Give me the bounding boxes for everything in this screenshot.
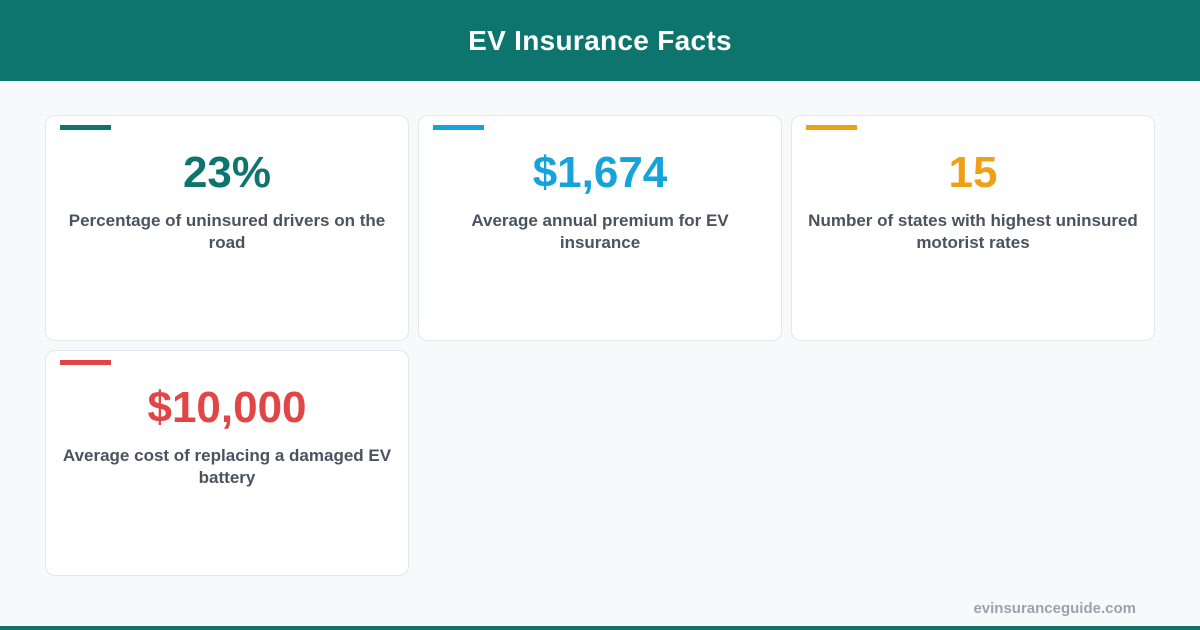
stat-value: $1,674	[532, 148, 668, 197]
header-banner: EV Insurance Facts	[0, 0, 1200, 81]
page-title: EV Insurance Facts	[468, 24, 732, 56]
card-accent-bar	[60, 360, 111, 365]
stat-card-battery: $10,000 Average cost of replacing a dama…	[45, 350, 409, 576]
bottom-bar	[0, 626, 1200, 630]
stat-label: Average cost of replacing a damaged EV b…	[62, 446, 392, 487]
card-accent-bar	[433, 125, 484, 130]
stat-value: $10,000	[147, 383, 307, 432]
card-accent-bar	[806, 125, 857, 130]
footer-url[interactable]: evinsuranceguide.com	[973, 600, 1136, 617]
stat-card-uninsured: 23% Percentage of uninsured drivers on t…	[45, 115, 409, 341]
stat-label: Percentage of uninsured drivers on the r…	[68, 211, 386, 252]
stat-value: 15	[948, 148, 998, 197]
stat-label: Average annual premium for EV insurance	[471, 211, 729, 252]
stat-label: Number of states with highest uninsured …	[808, 211, 1138, 252]
stat-card-states: 15 Number of states with highest uninsur…	[791, 115, 1155, 341]
stat-card-premium: $1,674 Average annual premium for EV ins…	[418, 115, 782, 341]
card-accent-bar	[60, 125, 111, 130]
stat-value: 23%	[182, 148, 272, 197]
